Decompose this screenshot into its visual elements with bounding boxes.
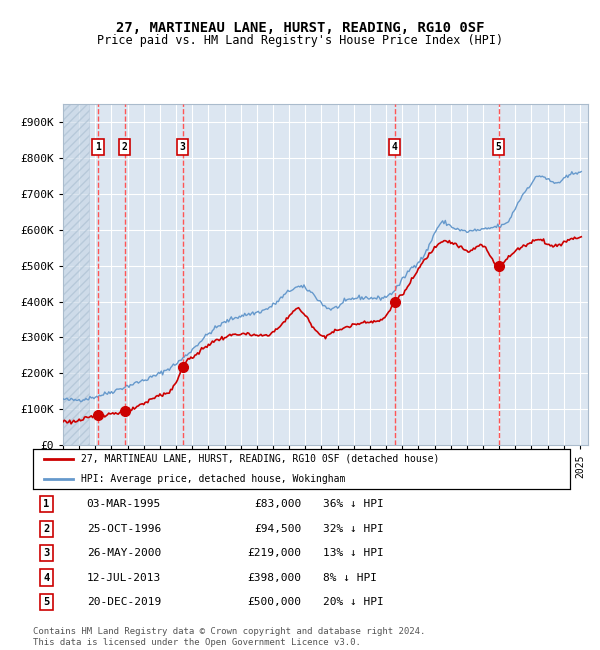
Text: 4: 4: [43, 573, 50, 582]
Text: 2: 2: [122, 142, 127, 152]
Text: £83,000: £83,000: [254, 499, 302, 509]
Text: 3: 3: [179, 142, 185, 152]
Text: £219,000: £219,000: [248, 548, 302, 558]
Text: HPI: Average price, detached house, Wokingham: HPI: Average price, detached house, Woki…: [82, 474, 346, 484]
Text: 1: 1: [43, 499, 50, 509]
Text: 27, MARTINEAU LANE, HURST, READING, RG10 0SF (detached house): 27, MARTINEAU LANE, HURST, READING, RG10…: [82, 454, 440, 463]
Text: 20% ↓ HPI: 20% ↓ HPI: [323, 597, 384, 607]
Text: 4: 4: [392, 142, 398, 152]
Text: 2: 2: [43, 524, 50, 534]
Text: 32% ↓ HPI: 32% ↓ HPI: [323, 524, 384, 534]
Text: 12-JUL-2013: 12-JUL-2013: [87, 573, 161, 582]
Text: 27, MARTINEAU LANE, HURST, READING, RG10 0SF: 27, MARTINEAU LANE, HURST, READING, RG10…: [116, 21, 484, 35]
Text: 1: 1: [95, 142, 101, 152]
Bar: [63, 104, 89, 445]
Text: 26-MAY-2000: 26-MAY-2000: [87, 548, 161, 558]
Text: Price paid vs. HM Land Registry's House Price Index (HPI): Price paid vs. HM Land Registry's House …: [97, 34, 503, 47]
Text: 03-MAR-1995: 03-MAR-1995: [87, 499, 161, 509]
Text: 36% ↓ HPI: 36% ↓ HPI: [323, 499, 384, 509]
Text: 20-DEC-2019: 20-DEC-2019: [87, 597, 161, 607]
Text: 5: 5: [496, 142, 502, 152]
Text: £94,500: £94,500: [254, 524, 302, 534]
Text: Contains HM Land Registry data © Crown copyright and database right 2024.
This d: Contains HM Land Registry data © Crown c…: [33, 627, 425, 647]
Text: 13% ↓ HPI: 13% ↓ HPI: [323, 548, 384, 558]
Text: £398,000: £398,000: [248, 573, 302, 582]
Text: £500,000: £500,000: [248, 597, 302, 607]
Text: 25-OCT-1996: 25-OCT-1996: [87, 524, 161, 534]
Text: 3: 3: [43, 548, 50, 558]
Text: 8% ↓ HPI: 8% ↓ HPI: [323, 573, 377, 582]
Text: 5: 5: [43, 597, 50, 607]
